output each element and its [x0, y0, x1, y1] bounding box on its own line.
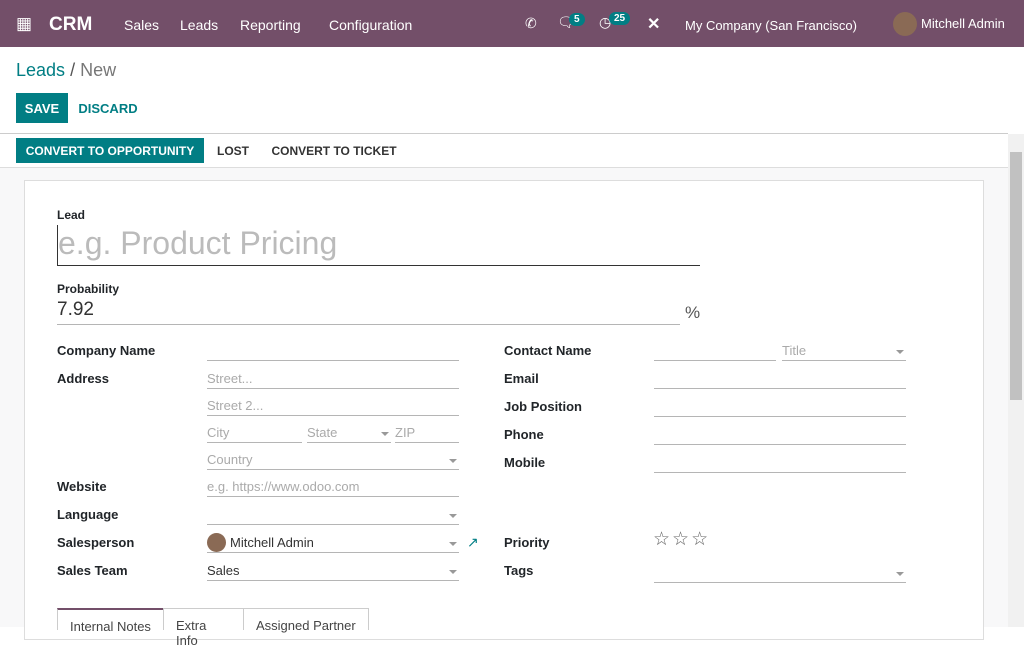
tags-input[interactable]	[654, 563, 906, 583]
chevron-down-icon	[449, 570, 457, 574]
sales-team-label: Sales Team	[57, 563, 128, 578]
language-label: Language	[57, 507, 119, 522]
state-select[interactable]: State	[307, 423, 391, 443]
divider	[0, 133, 1008, 134]
breadcrumb: Leads / New	[16, 60, 117, 80]
country-select[interactable]: Country	[207, 450, 459, 470]
lost-button[interactable]: Lost	[217, 143, 249, 158]
phone-icon[interactable]: ✆	[525, 15, 537, 31]
contact-name-label: Contact Name	[504, 343, 592, 358]
scrollbar-thumb[interactable]	[1010, 152, 1022, 400]
convert-to-opportunity-button[interactable]: Convert to Opportunity	[16, 138, 204, 163]
contact-name-input[interactable]	[654, 341, 776, 361]
user-menu[interactable]: Mitchell Admin	[921, 16, 1005, 31]
salesperson-select[interactable]: Mitchell Admin	[207, 533, 459, 553]
avatar[interactable]	[893, 12, 917, 36]
salesperson-label: Salesperson	[57, 535, 135, 550]
zip-input[interactable]: ZIP	[395, 423, 459, 443]
menu-sales[interactable]: Sales	[124, 17, 160, 33]
job-position-label: Job Position	[504, 399, 582, 414]
mobile-input[interactable]	[654, 453, 906, 473]
chevron-down-icon	[449, 514, 457, 518]
title-select[interactable]: Title	[782, 341, 906, 361]
email-label: Email	[504, 371, 539, 386]
star-icon[interactable]: ☆	[653, 529, 673, 550]
save-button[interactable]: Save	[16, 93, 68, 123]
mobile-label: Mobile	[504, 455, 546, 470]
website-label: Website	[57, 479, 107, 494]
scrollbar[interactable]	[1008, 134, 1024, 627]
chevron-down-icon	[449, 459, 457, 463]
chevron-down-icon	[381, 432, 389, 436]
job-position-input[interactable]	[654, 397, 906, 417]
lead-label: Lead	[57, 208, 86, 222]
avatar	[207, 533, 226, 552]
company-name-label: Company Name	[57, 343, 156, 358]
street2-input[interactable]: Street 2...	[207, 396, 459, 416]
menu-reporting[interactable]: Reporting	[240, 17, 301, 33]
breadcrumb-current: New	[80, 60, 117, 80]
discard-button[interactable]: Discard	[78, 100, 138, 116]
website-input[interactable]: e.g. https://www.odoo.com	[207, 477, 459, 497]
city-input[interactable]: City	[207, 423, 302, 443]
activities-icon[interactable]: ◷	[599, 14, 612, 30]
apps-menu-icon[interactable]: ▦	[16, 14, 33, 33]
menu-configuration[interactable]: Configuration	[329, 17, 413, 33]
tags-label: Tags	[504, 563, 534, 578]
app-name[interactable]: CRM	[49, 14, 93, 35]
chevron-down-icon	[896, 350, 904, 354]
top-navbar: ▦ CRM Sales Leads Reporting Configuratio…	[0, 0, 1024, 47]
form-sheet	[24, 180, 984, 640]
chevron-down-icon	[449, 542, 457, 546]
sales-team-select[interactable]: Sales	[207, 561, 459, 581]
external-link-icon[interactable]: ↗	[467, 534, 479, 550]
lead-name-input[interactable]: e.g. Product Pricing	[57, 225, 700, 266]
priority-stars: ☆☆☆	[653, 528, 710, 551]
star-icon[interactable]: ☆	[691, 529, 711, 550]
debug-tools-icon[interactable]: ✕	[647, 16, 661, 33]
phone-input[interactable]	[654, 425, 906, 445]
convert-to-ticket-button[interactable]: Convert to Ticket	[271, 143, 397, 158]
star-icon[interactable]: ☆	[672, 529, 692, 550]
probability-input[interactable]: 7.92	[57, 299, 680, 325]
company-switcher[interactable]: My Company (San Francisco)	[685, 18, 857, 33]
address-label: Address	[57, 371, 110, 386]
percent-sign: %	[685, 303, 701, 322]
language-select[interactable]	[207, 505, 459, 525]
phone-label: Phone	[504, 427, 544, 442]
messages-badge: 5	[569, 13, 585, 26]
probability-label: Probability	[57, 282, 120, 296]
email-input[interactable]	[654, 369, 906, 389]
chevron-down-icon	[896, 572, 904, 576]
priority-label: Priority	[504, 535, 550, 550]
activities-badge: 25	[609, 12, 631, 25]
company-name-input[interactable]	[207, 341, 459, 361]
menu-leads[interactable]: Leads	[180, 17, 219, 33]
breadcrumb-leads[interactable]: Leads	[16, 60, 66, 80]
street-input[interactable]: Street...	[207, 369, 459, 389]
